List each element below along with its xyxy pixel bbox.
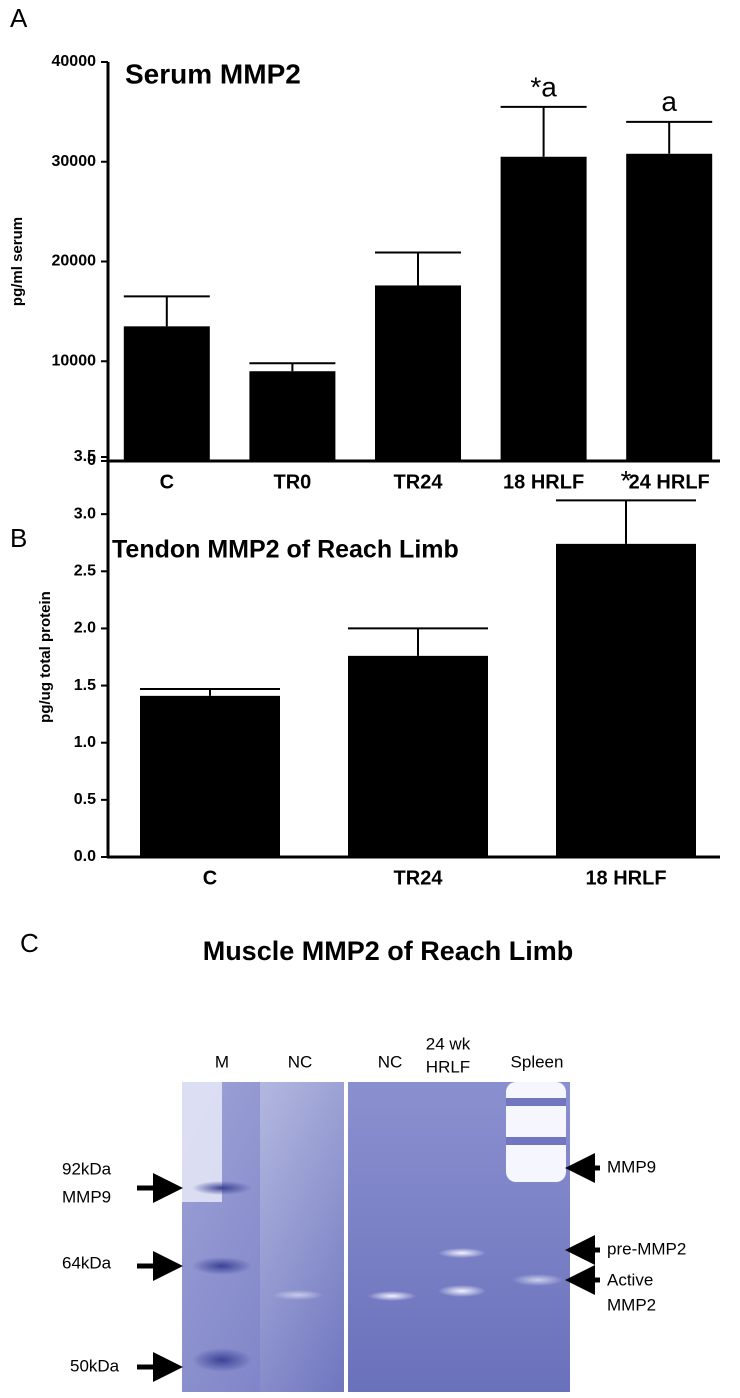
x-tick-label: 18 HRLF — [503, 471, 584, 493]
marker-label: pre-MMP2 — [607, 1239, 686, 1258]
lane-label: M — [215, 1052, 229, 1071]
chart-title: Tendon MMP2 of Reach Limb — [112, 536, 459, 564]
bar — [140, 695, 280, 857]
lane-label: NC — [378, 1052, 403, 1071]
marker-label: MMP9 — [62, 1187, 111, 1206]
gel-title: Muscle MMP2 of Reach Limb — [203, 936, 574, 966]
lane-label: Spleen — [511, 1052, 564, 1071]
gel-band — [192, 1348, 252, 1372]
gel-image — [182, 1082, 570, 1392]
y-tick-label: 0.0 — [74, 848, 96, 865]
arrows — [137, 1153, 600, 1382]
bar — [626, 153, 713, 461]
annotation: * — [621, 465, 632, 496]
bar — [375, 285, 461, 461]
marker-label: 92kDa — [62, 1159, 112, 1178]
gel-band — [438, 1248, 486, 1258]
y-axis-label: pg/ug total protein — [37, 591, 54, 723]
y-tick-label: 30000 — [52, 153, 97, 170]
gel-spleen-gap — [506, 1137, 566, 1145]
marker-label: 64kDa — [62, 1253, 112, 1272]
y-tick-label: 20000 — [52, 253, 97, 270]
y-tick-label: 3.5 — [74, 448, 96, 465]
x-tick-label: C — [160, 471, 174, 493]
panel-label: C — [20, 928, 39, 958]
bar — [556, 543, 696, 857]
gel-band — [368, 1291, 416, 1301]
bar — [500, 156, 587, 461]
gel-band — [512, 1274, 564, 1286]
marker-label: Active — [607, 1270, 653, 1289]
bar — [348, 655, 488, 857]
gel-band — [192, 1257, 252, 1275]
y-tick-label: 10000 — [52, 352, 97, 369]
marker-label: MMP9 — [607, 1157, 656, 1176]
gel-spleen-band — [506, 1082, 566, 1182]
gel-band — [192, 1181, 252, 1195]
y-tick-label: 3.0 — [74, 505, 96, 522]
y-tick-label: 0.5 — [74, 791, 96, 808]
x-tick-label: 24 HRLF — [629, 471, 710, 493]
panel-label: A — [10, 3, 28, 33]
y-tick-label: 40000 — [52, 53, 97, 70]
x-tick-label: C — [203, 867, 217, 889]
gel-band — [438, 1285, 486, 1297]
gel-spleen-gap — [506, 1098, 566, 1106]
chart-title: Serum MMP2 — [125, 58, 301, 89]
annotation: a — [661, 86, 677, 117]
marker-label: MMP2 — [607, 1295, 656, 1314]
bar — [249, 371, 336, 461]
x-tick-label: 18 HRLF — [585, 867, 666, 889]
bar — [123, 326, 210, 461]
lane-label: 24 wk — [426, 1034, 471, 1053]
y-tick-label: 0 — [87, 452, 96, 469]
gel-band — [272, 1290, 324, 1300]
y-tick-label: 1.0 — [74, 734, 96, 751]
lane-label: HRLF — [426, 1057, 470, 1076]
y-tick-label: 2.5 — [74, 563, 96, 580]
lane-label: NC — [288, 1052, 313, 1071]
x-tick-label: TR24 — [394, 867, 444, 889]
x-tick-label: TR0 — [274, 471, 312, 493]
y-tick-label: 2.0 — [74, 620, 96, 637]
y-tick-label: 1.5 — [74, 677, 96, 694]
marker-label: 50kDa — [70, 1356, 120, 1375]
x-tick-label: TR24 — [394, 471, 444, 493]
panel-label: B — [10, 523, 27, 553]
annotation: *a — [530, 71, 557, 102]
y-axis-label: pg/ml serum — [9, 217, 26, 306]
